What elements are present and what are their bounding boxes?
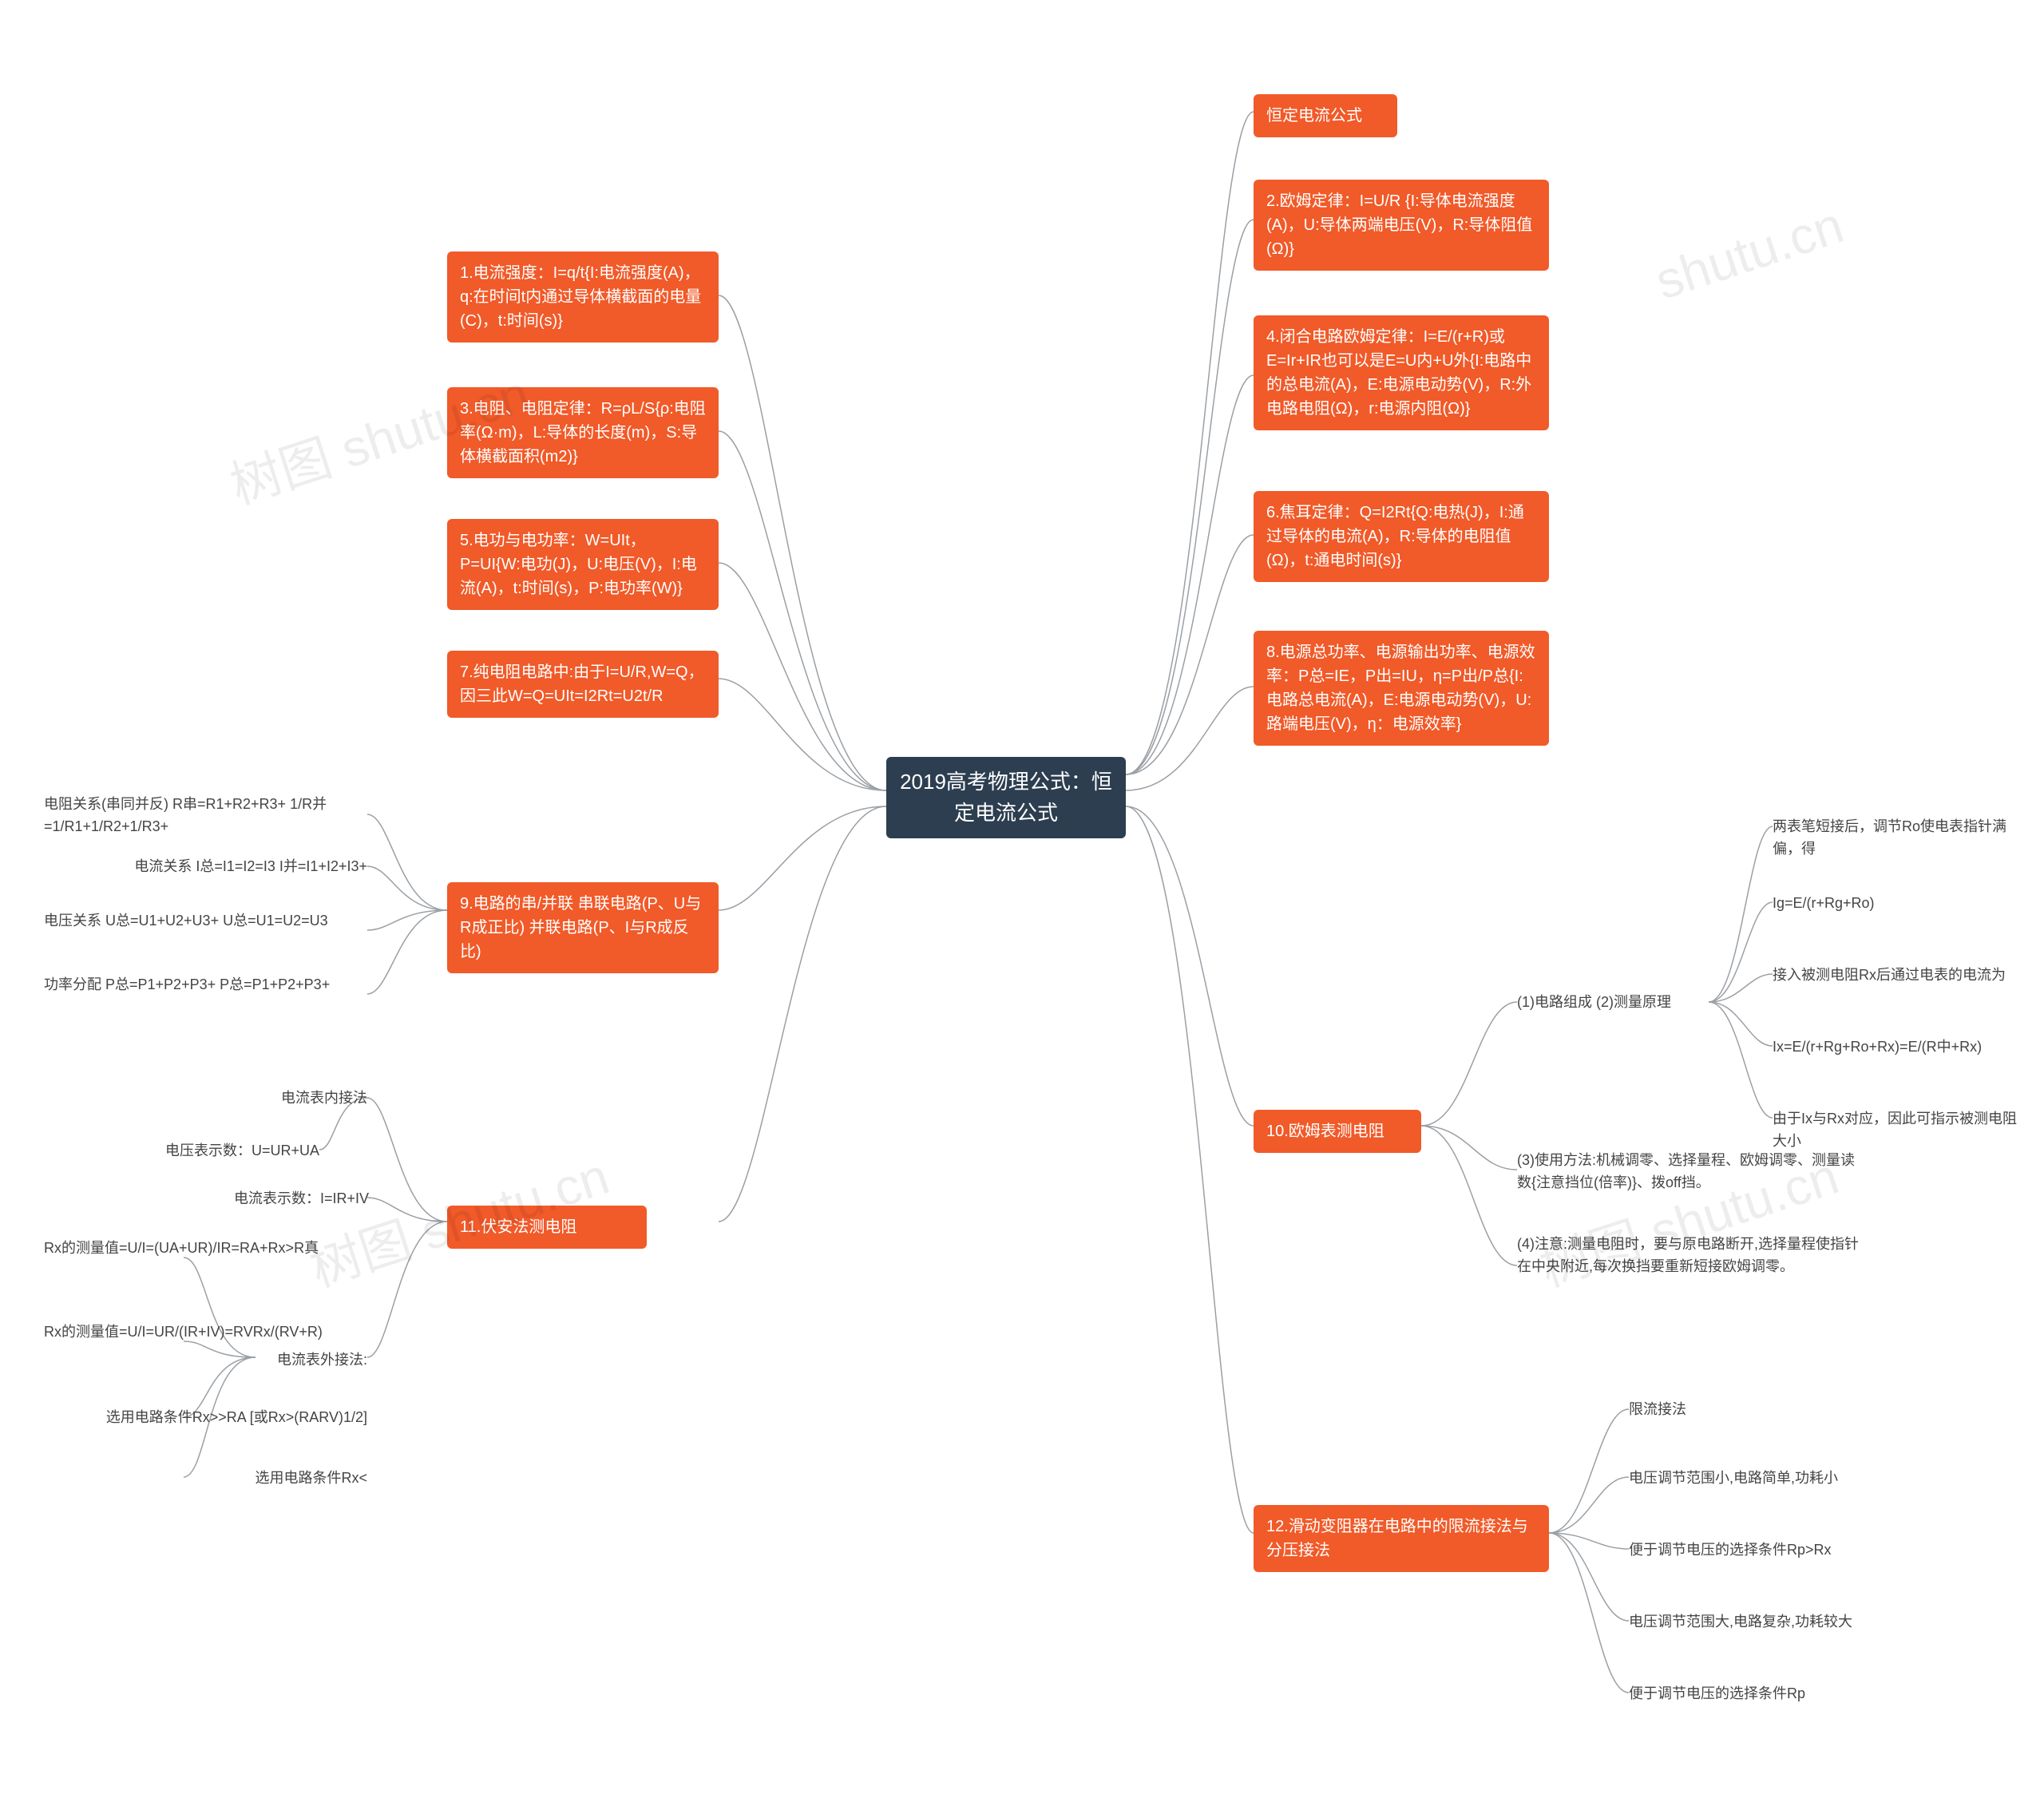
leaf-text: 由于Ix与Rx对应，因此可指示被测电阻大小	[1773, 1111, 2017, 1149]
leaf-text: 电压关系 U总=U1+U2+U3+ U总=U1=U2=U3	[44, 913, 328, 929]
leaf-text: (3)使用方法:机械调零、选择量程、欧姆调零、测量读数{注意挡位(倍率)}、拨o…	[1517, 1152, 1855, 1190]
node-9[interactable]: 9.电路的串/并联 串联电路(P、U与R成正比) 并联电路(P、I与R成反比)	[447, 882, 719, 973]
node-4[interactable]: 4.闭合电路欧姆定律：I=E/(r+R)或E=Ir+IR也可以是E=U内+U外{…	[1254, 315, 1549, 430]
leaf-text: Rx的测量值=U/I=(UA+UR)/IR=RA+Rx>R真	[44, 1240, 319, 1256]
leaf-text: Ix=E/(r+Rg+Ro+Rx)=E/(R中+Rx)	[1773, 1039, 1982, 1055]
node-10-p4: (4)注意:测量电阻时，要与原电路断开,选择量程使指针在中央附近,每次换挡要重新…	[1517, 1234, 1860, 1278]
node-10-d3: 接入被测电阻Rx后通过电表的电流为	[1773, 964, 2028, 987]
node-11-a1: 电压表示数：U=UR+UA	[144, 1140, 319, 1162]
leaf-text: 电流表内接法	[281, 1090, 367, 1106]
node-9-child-1: 电阻关系(串同并反) R串=R1+R2+R3+ 1/R并=1/R1+1/R2+1…	[44, 794, 367, 838]
leaf-text: 电压表示数：U=UR+UA	[165, 1143, 319, 1158]
leaf-text: (4)注意:测量电阻时，要与原电路断开,选择量程使指针在中央附近,每次换挡要重新…	[1517, 1236, 1859, 1274]
node-11-c3: 选用电路条件Rx>>RA [或Rx>(RARV)1/2]	[72, 1407, 367, 1429]
node-12-e5: 便于调节电压的选择条件Rp	[1629, 1683, 1948, 1705]
leaf-text: 选用电路条件Rx>>RA [或Rx>(RARV)1/2]	[106, 1409, 367, 1425]
node-2-label: 2.欧姆定律：I=U/R {I:导体电流强度(A)，U:导体两端电压(V)，R:…	[1266, 192, 1532, 258]
node-title[interactable]: 恒定电流公式	[1254, 94, 1397, 137]
node-3-label: 3.电阻、电阻定律：R=ρL/S{ρ:电阻率(Ω·m)，L:导体的长度(m)，S…	[460, 400, 706, 465]
leaf-text: 电压调节范围大,电路复杂,功耗较大	[1629, 1614, 1852, 1630]
node-9-child-2: 电流关系 I总=I1=I2=I3 I并=I1+I2+I3+	[88, 856, 367, 878]
leaf-text: 电压调节范围小,电路简单,功耗小	[1629, 1470, 1838, 1486]
node-12-label: 12.滑动变阻器在电路中的限流接法与分压接法	[1266, 1518, 1528, 1559]
node-11-c4: 选用电路条件Rx<	[232, 1467, 367, 1490]
watermark: shutu.cn	[1648, 195, 1850, 311]
node-12-e1: 限流接法	[1629, 1399, 1948, 1421]
leaf-text: 选用电路条件Rx<	[255, 1470, 367, 1486]
node-10-p3: (3)使用方法:机械调零、选择量程、欧姆调零、测量读数{注意挡位(倍率)}、拨o…	[1517, 1150, 1860, 1194]
leaf-text: 电流表示数：I=IR+IV	[234, 1190, 369, 1206]
node-11-label: 11.伏安法测电阻	[460, 1218, 576, 1236]
node-11-c: 电流表外接法:	[259, 1349, 367, 1372]
node-11[interactable]: 11.伏安法测电阻	[447, 1206, 647, 1249]
node-2[interactable]: 2.欧姆定律：I=U/R {I:导体电流强度(A)，U:导体两端电压(V)，R:…	[1254, 180, 1549, 271]
root-node[interactable]: 2019高考物理公式：恒定电流公式	[886, 757, 1126, 838]
node-5[interactable]: 5.电功与电功率：W=UIt，P=UI{W:电功(J)，U:电压(V)，I:电流…	[447, 519, 719, 610]
leaf-text: Rx的测量值=U/I=UR/(IR+IV)=RVRx/(RV+R)	[44, 1324, 323, 1340]
node-6[interactable]: 6.焦耳定律：Q=I2Rt{Q:电热(J)，I:通过导体的电流(A)，R:导体的…	[1254, 491, 1549, 582]
node-11-a: 电流表内接法	[263, 1087, 367, 1110]
node-10-d5: 由于Ix与Rx对应，因此可指示被测电阻大小	[1773, 1108, 2028, 1153]
node-7-label: 7.纯电阻电路中:由于I=U/R,W=Q，因三此W=Q=UIt=I2Rt=U2t…	[460, 663, 704, 705]
node-10-label: 10.欧姆表测电阻	[1266, 1123, 1384, 1140]
root-label: 2019高考物理公式：恒定电流公式	[900, 770, 1112, 825]
node-11-b: 电流表示数：I=IR+IV	[197, 1188, 369, 1210]
leaf-text: 电阻关系(串同并反) R串=R1+R2+R3+ 1/R并=1/R1+1/R2+1…	[44, 796, 327, 834]
leaf-text: (1)电路组成 (2)测量原理	[1517, 994, 1671, 1010]
node-12-e2: 电压调节范围小,电路简单,功耗小	[1629, 1467, 1948, 1490]
node-10[interactable]: 10.欧姆表测电阻	[1254, 1110, 1421, 1153]
node-7[interactable]: 7.纯电阻电路中:由于I=U/R,W=Q，因三此W=Q=UIt=I2Rt=U2t…	[447, 651, 719, 718]
node-10-d4: Ix=E/(r+Rg+Ro+Rx)=E/(R中+Rx)	[1773, 1036, 2028, 1059]
node-10-p1: (1)电路组成 (2)测量原理	[1517, 992, 1709, 1014]
node-1-label: 1.电流强度：I=q/t{I:电流强度(A)，q:在时间t内通过导体横截面的电量…	[460, 264, 701, 330]
node-10-d1: 两表笔短接后，调节Ro使电表指针满偏，得	[1773, 816, 2028, 861]
leaf-text: 便于调节电压的选择条件Rp>Rx	[1629, 1542, 1832, 1558]
node-12-e4: 电压调节范围大,电路复杂,功耗较大	[1629, 1611, 1948, 1634]
node-8-label: 8.电源总功率、电源输出功率、电源效率：P总=IE，P出=IU，η=P出/P总{…	[1266, 644, 1535, 733]
node-8[interactable]: 8.电源总功率、电源输出功率、电源效率：P总=IE，P出=IU，η=P出/P总{…	[1254, 631, 1549, 746]
connector-layer	[0, 0, 2044, 1802]
node-title-label: 恒定电流公式	[1266, 107, 1362, 125]
node-12[interactable]: 12.滑动变阻器在电路中的限流接法与分压接法	[1254, 1505, 1549, 1572]
node-6-label: 6.焦耳定律：Q=I2Rt{Q:电热(J)，I:通过导体的电流(A)，R:导体的…	[1266, 504, 1524, 569]
node-5-label: 5.电功与电功率：W=UIt，P=UI{W:电功(J)，U:电压(V)，I:电流…	[460, 532, 697, 597]
node-9-child-3: 电压关系 U总=U1+U2+U3+ U总=U1=U2=U3	[44, 910, 367, 933]
leaf-text: 电流表外接法:	[277, 1352, 367, 1368]
node-4-label: 4.闭合电路欧姆定律：I=E/(r+R)或E=Ir+IR也可以是E=U内+U外{…	[1266, 328, 1531, 418]
leaf-text: Ig=E/(r+Rg+Ro)	[1773, 895, 1875, 911]
node-3[interactable]: 3.电阻、电阻定律：R=ρL/S{ρ:电阻率(Ω·m)，L:导体的长度(m)，S…	[447, 387, 719, 478]
node-11-c1: Rx的测量值=U/I=(UA+UR)/IR=RA+Rx>R真	[44, 1238, 367, 1260]
node-1[interactable]: 1.电流强度：I=q/t{I:电流强度(A)，q:在时间t内通过导体横截面的电量…	[447, 251, 719, 343]
node-9-child-4: 功率分配 P总=P1+P2+P3+ P总=P1+P2+P3+	[44, 974, 367, 996]
leaf-text: 电流关系 I总=I1=I2=I3 I并=I1+I2+I3+	[134, 858, 367, 874]
leaf-text: 便于调节电压的选择条件Rp	[1629, 1685, 1805, 1701]
node-9-label: 9.电路的串/并联 串联电路(P、U与R成正比) 并联电路(P、I与R成反比)	[460, 895, 701, 960]
leaf-text: 两表笔短接后，调节Ro使电表指针满偏，得	[1773, 818, 2006, 857]
node-10-d2: Ig=E/(r+Rg+Ro)	[1773, 893, 2028, 915]
leaf-text: 限流接法	[1629, 1401, 1686, 1417]
leaf-text: 接入被测电阻Rx后通过电表的电流为	[1773, 967, 2006, 983]
node-11-c2: Rx的测量值=U/I=UR/(IR+IV)=RVRx/(RV+R)	[44, 1321, 367, 1344]
leaf-text: 功率分配 P总=P1+P2+P3+ P总=P1+P2+P3+	[44, 976, 330, 992]
node-12-e3: 便于调节电压的选择条件Rp>Rx	[1629, 1539, 1948, 1562]
